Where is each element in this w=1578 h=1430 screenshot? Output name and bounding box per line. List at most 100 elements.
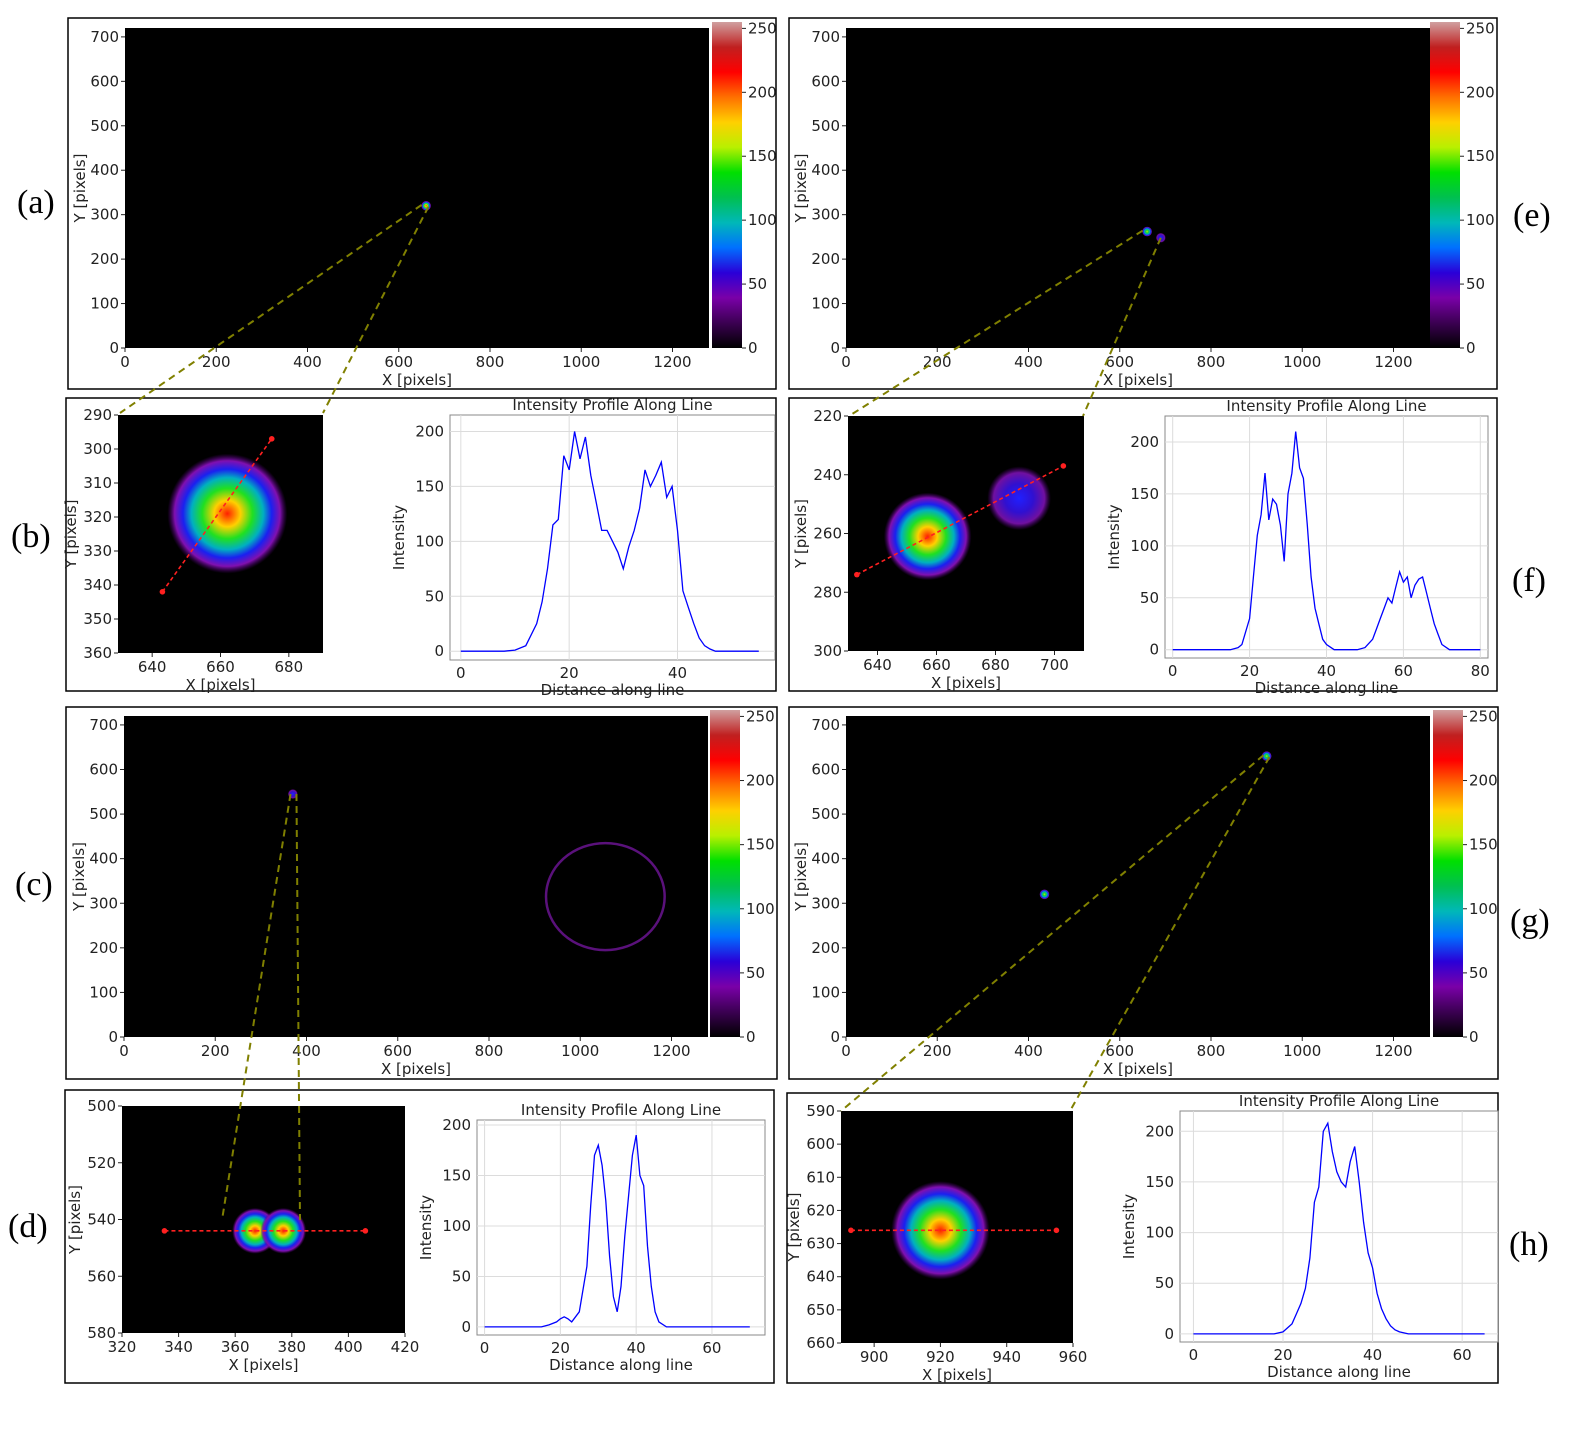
colorbar-gradient [1430,22,1460,348]
y-axis-label: Intensity [417,1195,435,1260]
x-tick-label: 1000 [562,353,600,371]
colorbar: 0 50 100 150 200 250 [712,19,777,357]
profile-cut-start [854,571,860,578]
colorbar-gradient [1433,710,1463,1037]
y-tick-label: 50 [452,1267,471,1285]
x-tick-label: 1200 [1374,353,1412,371]
frame-g [788,706,1499,1080]
x-tick-label: 0 [120,353,130,371]
x-axis-label: X [pixels] [931,674,1001,692]
y-tick-label: 350 [83,610,112,628]
conn-g-h-right [1069,756,1271,1112]
y-tick-label: 100 [1130,537,1159,555]
y-tick-label: 300 [811,894,840,912]
y-axis-label: Y [pixels] [792,842,810,912]
x-tick-label: 1200 [652,1042,690,1060]
y-tick-label: 100 [415,532,444,550]
x-tick-label: 40 [1317,662,1336,680]
panel-labels: (a) (b) (c) (d) (e) (f) (g) (h) [8,184,1551,1263]
y-tick-label: 700 [811,716,840,734]
y-axis-label: Intensity [390,505,408,570]
y-tick-label: 640 [806,1268,835,1286]
y-tick-label: 610 [806,1168,835,1186]
panel-label-h: (h) [1509,1226,1549,1263]
profile-cut-end [1053,1227,1060,1234]
y-tick-label: 150 [415,477,444,495]
x-tick-label: 1200 [653,353,691,371]
y-tick-label: 600 [806,1135,835,1153]
x-axis-label: X [pixels] [1103,371,1173,389]
beam-spot [883,492,972,581]
x-axis-label: X [pixels] [1103,1060,1173,1078]
conn-e-f-left [848,229,1144,417]
y-tick-label: 200 [1145,1122,1174,1140]
plot-title: Intensity Profile Along Line [521,1101,721,1119]
colorbar-tick-label: 0 [1466,339,1476,357]
plots: 0 200 400 600 800 1000 12000100200300400500600… [62,19,1499,1384]
y-axis-label: Y [pixels] [66,1185,84,1255]
y-tick-label: 200 [442,1116,471,1134]
y-tick-label: 300 [83,440,112,458]
beam-spot [891,1181,990,1280]
y-tick-label: 400 [90,161,119,179]
heatmap-background [846,28,1430,348]
y-tick-label: 150 [442,1167,471,1185]
x-tick-label: 60 [702,1339,721,1357]
colorbar: 0 50 100 150 200 250 [710,707,775,1046]
y-tick-label: 300 [90,206,119,224]
x-tick-label: 0 [1168,662,1178,680]
profile-cut-end [268,436,275,442]
y-tick-label: 290 [83,406,112,424]
y-tick-label: 0 [108,1028,118,1046]
y-axis-label: Y [pixels] [62,500,80,570]
y-tick-label: 300 [813,642,842,660]
x-tick-label: 1200 [1374,1042,1412,1060]
x-tick-label: 1000 [1283,353,1321,371]
profile-cut-start [159,589,166,595]
heatmap-a: 0 200 400 600 800 1000 1200 0 100 200 300 400 500 600… [71,28,709,389]
x-tick-label: 900 [860,1348,889,1366]
x-tick-label: 340 [164,1338,193,1356]
colorbar-tick-label: 100 [1466,211,1495,229]
y-tick-label: 50 [1140,589,1159,607]
y-tick-label: 100 [90,295,119,313]
colorbar-gradient [712,22,742,348]
y-tick-label: 310 [83,474,112,492]
x-tick-label: 80 [1471,662,1490,680]
panel-label-a: (a) [17,184,55,221]
x-axis-label: X [pixels] [185,676,255,694]
y-tick-label: 590 [806,1102,835,1120]
y-tick-label: 280 [813,583,842,601]
colorbar: 0 50 100 150 200 250 [1433,707,1498,1046]
y-tick-label: 0 [830,339,840,357]
colorbar-tick-label: 250 [746,707,775,725]
y-tick-label: 520 [87,1154,116,1172]
x-tick-label: 60 [1394,662,1413,680]
x-tick-label: 800 [1197,353,1226,371]
x-tick-label: 400 [293,353,322,371]
y-tick-label: 0 [109,339,119,357]
panel-label-g: (g) [1510,903,1550,940]
y-tick-label: 200 [90,250,119,268]
colorbar-tick-label: 150 [748,147,777,165]
x-tick-label: 20 [1273,1346,1292,1364]
colorbar-tick-label: 200 [1466,83,1495,101]
y-tick-label: 560 [87,1267,116,1285]
y-axis-label: Y [pixels] [70,842,88,912]
y-tick-label: 50 [425,587,444,605]
x-tick-label: 600 [383,1042,412,1060]
x-axis-label: X [pixels] [228,1356,298,1374]
colorbar-tick-label: 50 [748,275,767,293]
panel-label-e: (e) [1513,197,1551,234]
colorbar: 0 50 100 150 200 250 [1430,19,1495,357]
profile-cut-end [1060,463,1067,469]
x-tick-label: 800 [1197,1042,1226,1060]
y-tick-label: 0 [1149,641,1159,659]
y-tick-label: 330 [83,542,112,560]
y-axis-label: Y [pixels] [792,154,810,224]
x-tick-label: 200 [923,353,952,371]
x-tick-label: 0 [119,1042,129,1060]
profile-plot-h_profile: 0 20 40 60 0 50 100 150 200 Intensity Profile Alo… [1120,1092,1499,1381]
y-tick-label: 600 [811,761,840,779]
x-tick-label: 20 [551,1339,570,1357]
